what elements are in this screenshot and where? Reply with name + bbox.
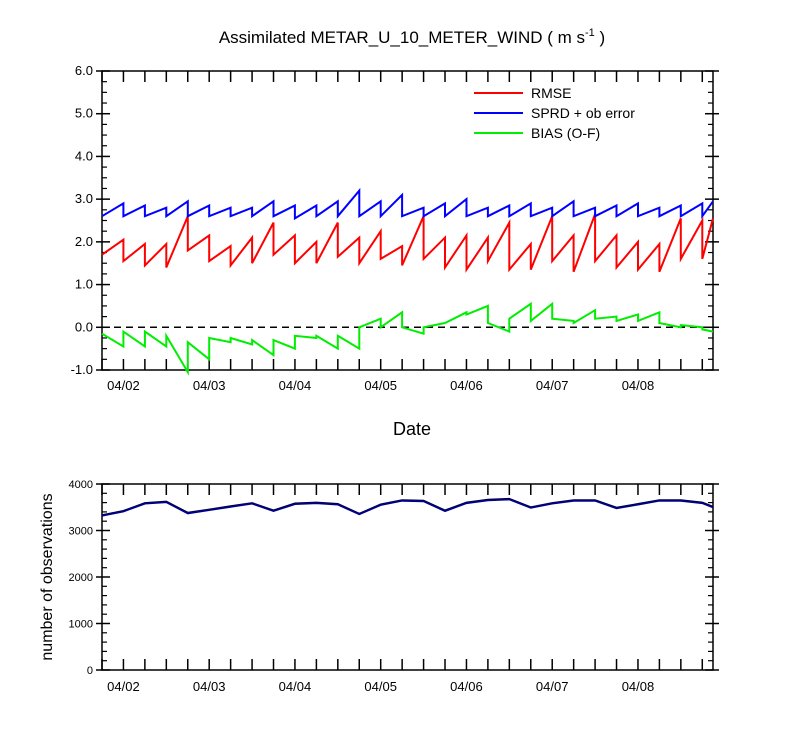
sprd-line: [101, 187, 714, 221]
bias-line: [101, 301, 714, 376]
top-y-tick-label: 0.0: [75, 319, 93, 334]
top-x-tick-label: 04/03: [193, 378, 226, 393]
top-y-tick-label: 5.0: [75, 106, 93, 121]
obs-used-line: [101, 498, 714, 517]
legend-sprd-label: SPRD + ob error: [531, 105, 635, 121]
rmse-line: [101, 213, 714, 273]
top-panel: 04/02 04/03 04/04 04/05 04/06 04/07 04/08 -1.0 0…: [71, 63, 719, 439]
chart-title-suffix: ): [595, 28, 605, 47]
top-x-tick-label: 04/05: [364, 378, 397, 393]
bottom-y-tick-label: 0: [87, 665, 93, 677]
x-axis-label: Date: [393, 419, 431, 439]
bottom-x-tick-label: 04/06: [450, 679, 483, 694]
legend-bias-label: BIAS (O-F): [531, 125, 600, 141]
y-axis-label: number of observations: [39, 493, 56, 660]
top-x-tick-label: 04/04: [279, 378, 312, 393]
bottom-y-tick-label: 1000: [69, 619, 93, 631]
top-x-tick-label: 04/08: [622, 378, 655, 393]
bottom-x-tick-label: 04/07: [536, 679, 569, 694]
chart-title-text: Assimilated METAR_U_10_METER_WIND ( m s: [219, 28, 585, 47]
top-y-tick-label: 3.0: [75, 191, 93, 206]
bottom-x-tick-label: 04/03: [193, 679, 226, 694]
top-x-tick-label: 04/06: [450, 378, 483, 393]
bottom-panel: 04/02 04/03 04/04 04/05 04/06 04/07 04/08 0 1000…: [39, 479, 719, 694]
bottom-y-tick-label: 4000: [69, 479, 93, 491]
top-y-tick-label: 2.0: [75, 234, 93, 249]
top-y-tick-label: 1.0: [75, 277, 93, 292]
bottom-y-tick-label: 3000: [69, 526, 93, 538]
bottom-y-tick-label: 2000: [69, 572, 93, 584]
top-x-tick-label: 04/07: [536, 378, 569, 393]
bottom-x-tick-label: 04/04: [279, 679, 312, 694]
chart-title: Assimilated METAR_U_10_METER_WIND ( m s-…: [219, 27, 605, 47]
top-y-tick-label: -1.0: [71, 362, 93, 377]
chart-title-superscript: -1: [585, 27, 595, 39]
top-y-tick-label: 6.0: [75, 63, 93, 78]
bottom-x-tick-label: 04/05: [364, 679, 397, 694]
legend-rmse-label: RMSE: [531, 85, 571, 101]
bottom-x-tick-label: 04/02: [107, 679, 140, 694]
top-y-tick-label: 4.0: [75, 148, 93, 163]
top-x-tick-label: 04/02: [107, 378, 140, 393]
bottom-x-tick-label: 04/08: [622, 679, 655, 694]
